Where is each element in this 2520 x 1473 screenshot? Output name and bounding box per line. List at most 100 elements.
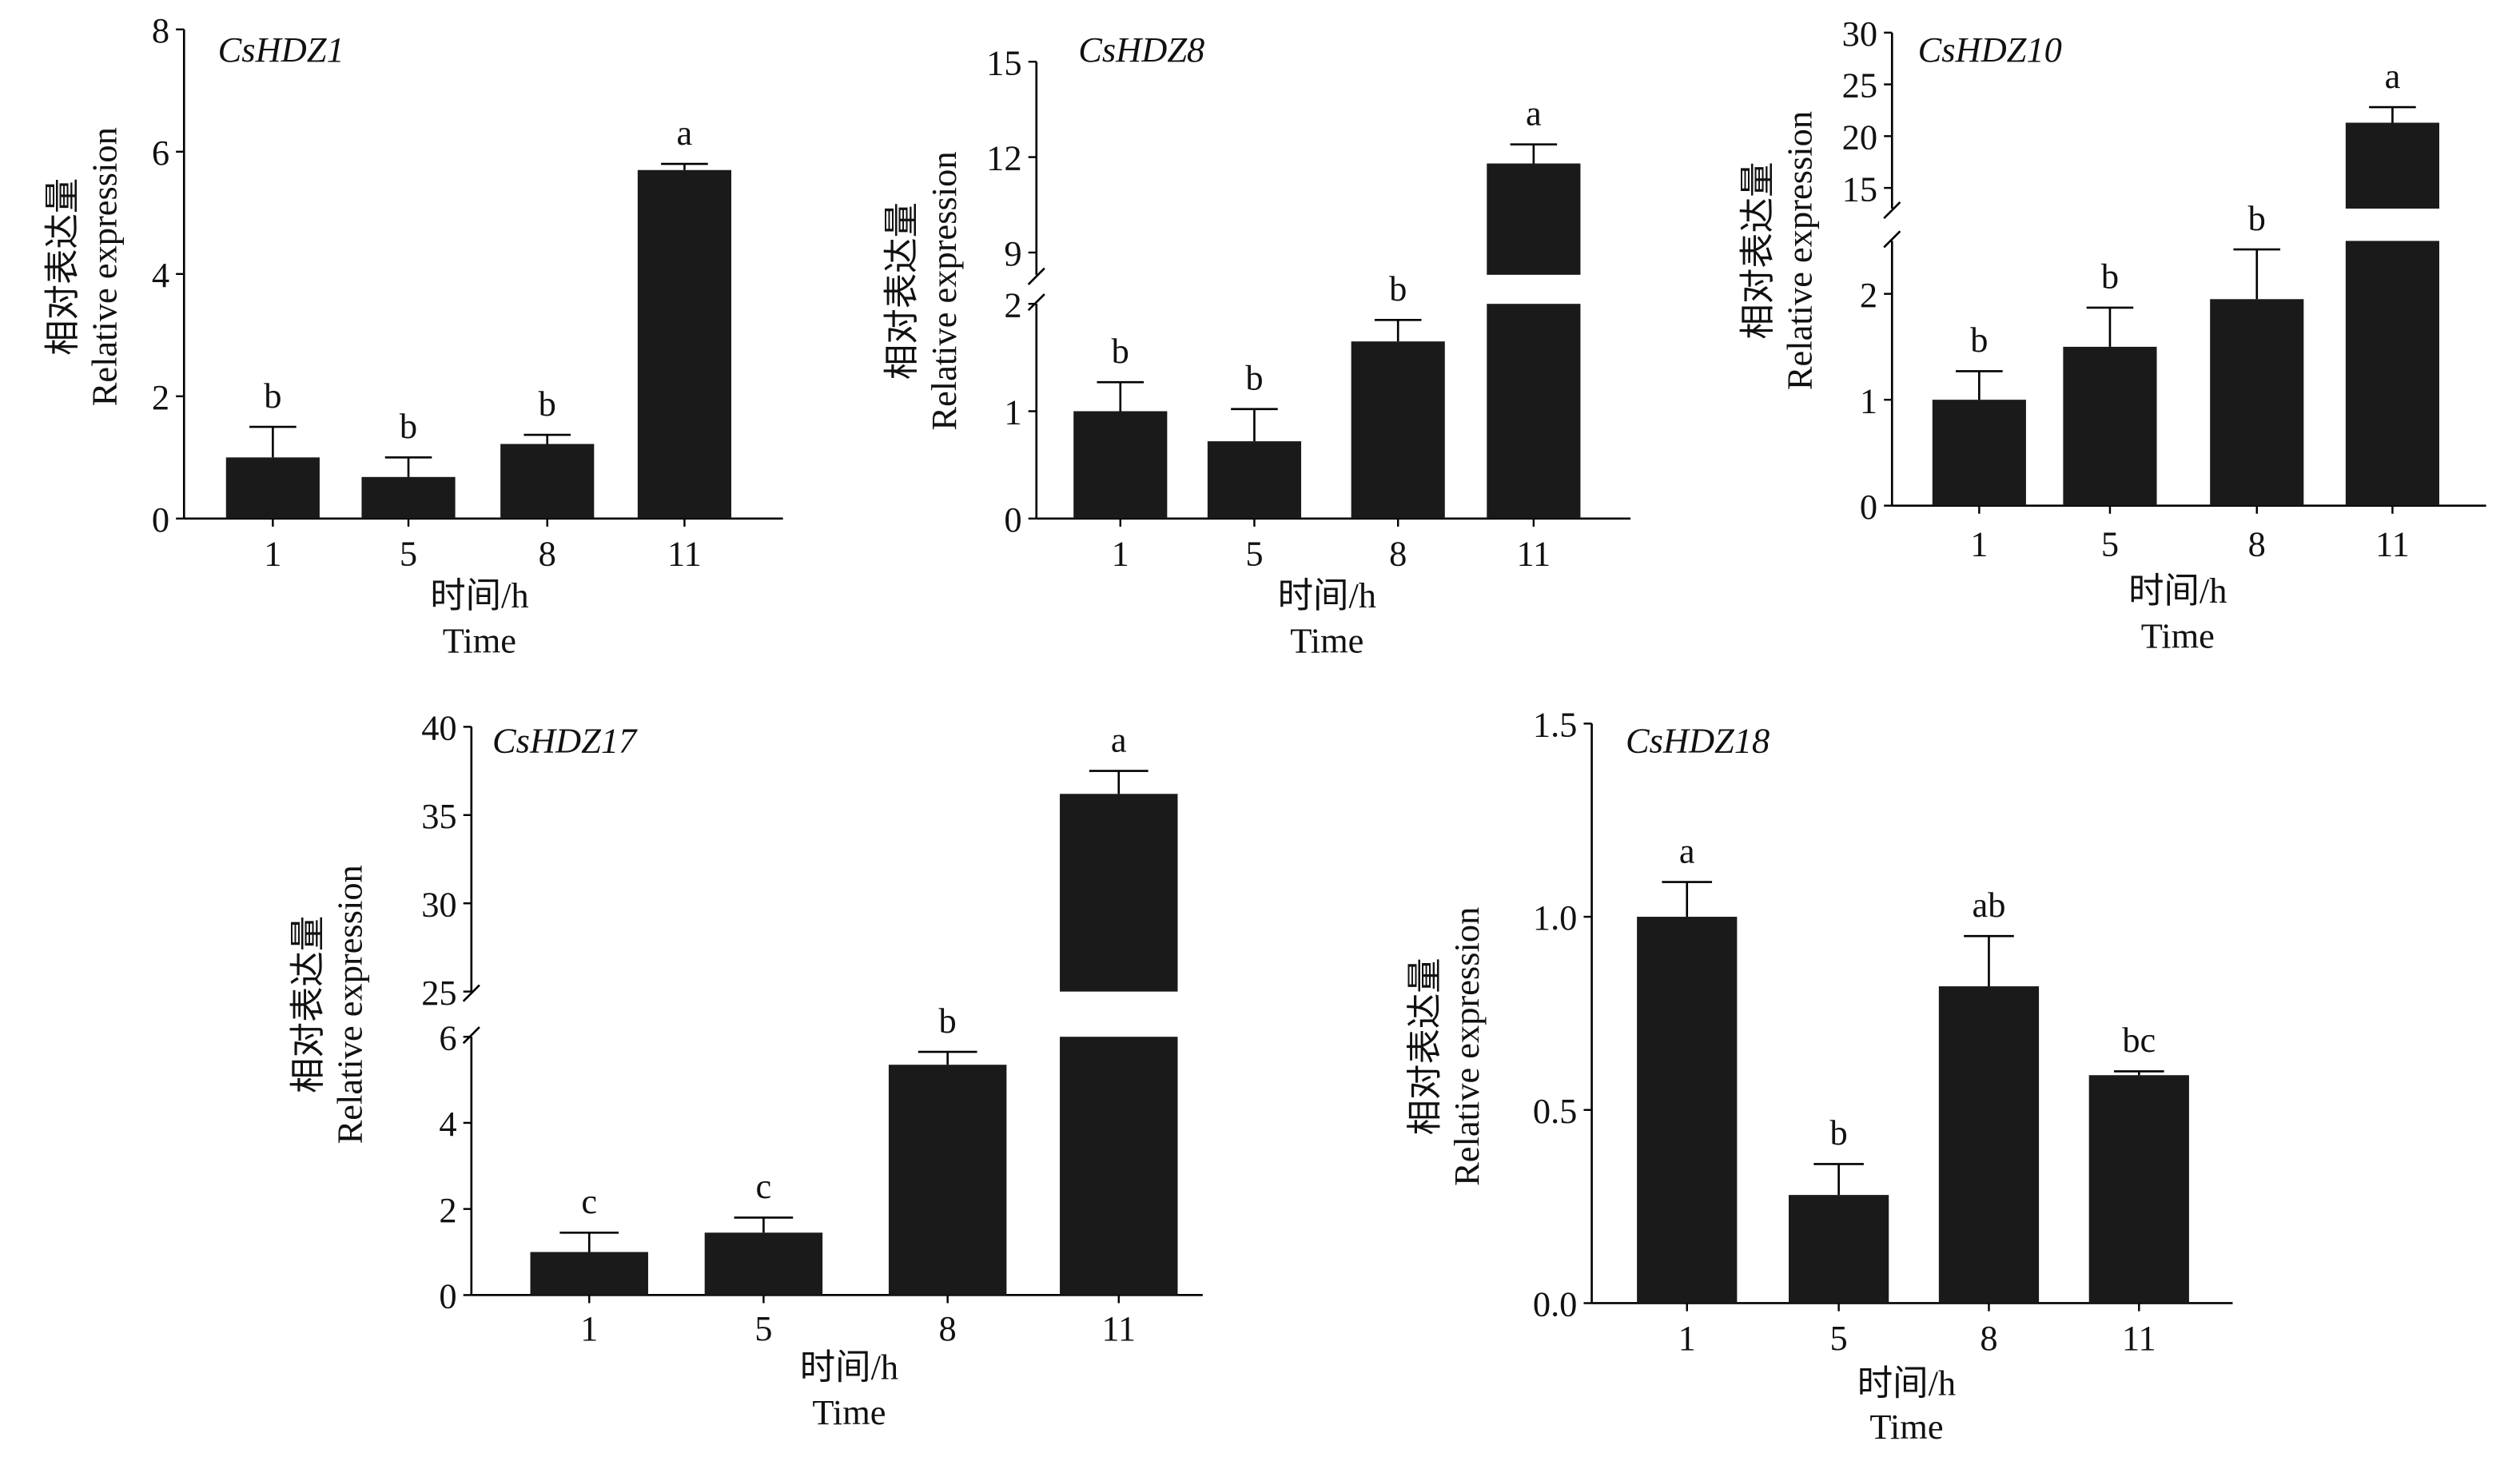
y-tick-label: 40: [421, 708, 456, 748]
bar-5: [1207, 441, 1302, 519]
axis-break-mark: [462, 984, 480, 1002]
axis-break-mark: [1027, 293, 1045, 312]
y-tick-label: 0.0: [1533, 1284, 1578, 1324]
x-tick-label: 8: [1980, 1318, 1997, 1358]
bar-1: [1637, 917, 1738, 1304]
bar-8: [888, 1065, 1007, 1296]
chart-panel-CsHDZ17: 0 2 4 625 30 35 40 c 1 c 5 b 8 a 11 CsHDZ17 时间/h Time 相对表达…: [288, 708, 1203, 1432]
chart-title: CsHDZ1: [218, 30, 344, 70]
y-tick-label: 25: [1842, 66, 1877, 105]
x-axis-label-en: Time: [443, 620, 516, 660]
y-axis-label-en: Relative expression: [84, 127, 124, 406]
bar-5: [361, 476, 456, 519]
y-tick-label: 4: [152, 255, 169, 295]
x-tick-label: 8: [539, 533, 556, 573]
significance-letter: a: [677, 113, 693, 153]
significance-letter: bc: [2122, 1020, 2156, 1060]
x-tick-label: 8: [939, 1308, 957, 1348]
y-tick-label: 15: [1842, 169, 1877, 209]
bar-1: [530, 1252, 648, 1296]
y-tick-label: 20: [1842, 117, 1877, 157]
x-tick-label: 1: [1970, 524, 1988, 563]
y-tick-label: 9: [1004, 233, 1021, 273]
significance-letter: a: [1111, 719, 1127, 759]
axis-break-mark: [462, 1026, 480, 1045]
significance-letter: b: [539, 384, 556, 424]
y-tick-label: 6: [439, 1017, 456, 1057]
y-axis-label-cn: 相对表达量: [1738, 161, 1778, 339]
y-axis-label-en: Relative expression: [1447, 907, 1487, 1186]
bar-11: [2088, 1075, 2189, 1304]
bar-5: [704, 1232, 823, 1296]
bar-11-lower: [1487, 304, 1581, 519]
bar-5: [2063, 346, 2157, 506]
significance-letter: b: [1245, 358, 1263, 398]
chart-title: CsHDZ17: [492, 721, 638, 761]
x-tick-label: 5: [2101, 524, 2119, 563]
bar-11-upper: [1060, 794, 1178, 992]
y-tick-label: 12: [986, 138, 1021, 178]
x-tick-label: 1: [264, 533, 281, 573]
x-tick-label: 1: [1678, 1318, 1696, 1358]
chart-title: CsHDZ8: [1078, 30, 1204, 70]
y-tick-label: 8: [152, 10, 169, 50]
y-tick-label: 4: [439, 1104, 456, 1144]
x-axis-label-cn: 时间/h: [430, 575, 528, 615]
significance-letter: b: [400, 406, 417, 446]
axis-break-mark: [1883, 201, 1901, 220]
significance-letter: b: [264, 376, 281, 416]
y-tick-label: 2: [152, 377, 169, 417]
x-axis-label-en: Time: [1869, 1407, 1943, 1447]
significance-letter: b: [939, 1001, 957, 1041]
y-tick-label: 30: [421, 884, 456, 924]
x-tick-label: 11: [1101, 1308, 1136, 1348]
significance-letter: a: [2385, 56, 2401, 96]
significance-letter: c: [756, 1166, 772, 1206]
x-tick-label: 5: [1830, 1318, 1848, 1358]
significance-letter: ab: [1972, 885, 2005, 925]
y-axis-label-en: Relative expression: [924, 151, 964, 430]
significance-letter: b: [2248, 198, 2266, 238]
x-tick-label: 1: [580, 1308, 598, 1348]
x-axis-label-en: Time: [1290, 620, 1364, 660]
chart-title: CsHDZ18: [1626, 721, 1770, 761]
x-axis-label-cn: 时间/h: [1278, 575, 1376, 615]
bar-8: [500, 444, 595, 519]
bar-8: [2210, 299, 2304, 506]
x-axis-label-en: Time: [2141, 615, 2215, 655]
x-axis-label-cn: 时间/h: [2128, 571, 2227, 611]
y-tick-label: 2: [1004, 285, 1021, 324]
bar-8: [1351, 341, 1445, 519]
significance-letter: b: [1112, 331, 1129, 371]
x-tick-label: 11: [2375, 524, 2410, 563]
y-axis-label-cn: 相对表达量: [1405, 957, 1445, 1135]
bar-1: [1932, 400, 2026, 506]
bar-11-lower: [2345, 241, 2440, 506]
y-tick-label: 15: [986, 42, 1021, 82]
y-axis-label-cn: 相对表达量: [882, 202, 922, 380]
significance-letter: b: [1970, 320, 1988, 360]
axis-break-mark: [1883, 230, 1901, 249]
bar-8: [1938, 986, 2040, 1304]
significance-letter: a: [1679, 830, 1695, 870]
x-tick-label: 11: [2122, 1318, 2156, 1358]
bar-5: [1789, 1195, 1889, 1304]
y-axis-label-cn: 相对表达量: [288, 916, 328, 1093]
chart-panel-CsHDZ18: 0.0 0.5 1.0 1.5 a 1 b 5 ab 8 bc 11 CsHDZ18 时间/h Time 相对…: [1405, 705, 2233, 1447]
y-tick-label: 2: [439, 1190, 456, 1230]
y-tick-label: 35: [421, 796, 456, 836]
significance-letter: b: [2101, 257, 2119, 297]
y-tick-label: 1: [1860, 380, 1877, 420]
x-tick-label: 8: [2248, 524, 2266, 563]
x-axis-label-cn: 时间/h: [1857, 1364, 1956, 1403]
y-tick-label: 0: [439, 1276, 456, 1316]
y-tick-label: 30: [1842, 14, 1877, 54]
y-axis-label-cn: 相对表达量: [42, 178, 82, 356]
bar-11-lower: [1060, 1037, 1178, 1296]
chart-title: CsHDZ10: [1918, 30, 2062, 70]
bar-11-upper: [1487, 163, 1581, 275]
significance-letter: b: [1389, 269, 1407, 309]
